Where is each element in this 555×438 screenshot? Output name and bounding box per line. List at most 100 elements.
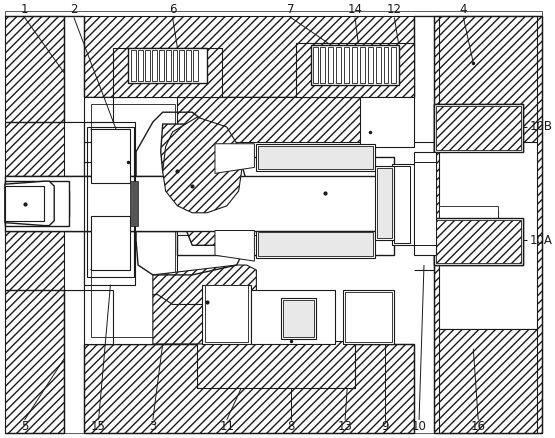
Bar xyxy=(352,47,357,83)
Bar xyxy=(186,50,191,81)
Text: 4: 4 xyxy=(460,3,467,16)
Bar xyxy=(5,186,44,221)
Text: 8: 8 xyxy=(287,420,295,433)
Bar xyxy=(434,104,523,152)
Bar xyxy=(159,50,164,81)
Polygon shape xyxy=(153,295,256,344)
Bar xyxy=(258,146,373,170)
Polygon shape xyxy=(153,265,256,309)
Bar xyxy=(128,48,207,83)
Bar xyxy=(283,300,314,337)
Polygon shape xyxy=(434,16,542,433)
Bar xyxy=(64,122,84,290)
Polygon shape xyxy=(84,344,414,433)
Bar xyxy=(5,176,434,230)
Text: 11: 11 xyxy=(219,420,234,433)
Bar xyxy=(5,181,69,226)
Bar xyxy=(336,47,341,83)
Bar xyxy=(439,122,537,329)
Bar xyxy=(376,47,381,83)
Bar xyxy=(138,50,143,81)
Bar xyxy=(392,164,434,245)
Polygon shape xyxy=(215,230,254,261)
Bar xyxy=(131,50,136,81)
Bar xyxy=(360,47,365,83)
Bar xyxy=(344,47,349,83)
Bar xyxy=(152,50,157,81)
Bar xyxy=(384,47,388,83)
Text: 9: 9 xyxy=(381,420,388,433)
Bar xyxy=(165,50,170,81)
Text: 12: 12 xyxy=(387,3,402,16)
Bar xyxy=(84,122,135,285)
Text: 2: 2 xyxy=(70,3,78,16)
Bar xyxy=(113,48,222,97)
Bar xyxy=(173,50,178,81)
Bar xyxy=(320,47,325,83)
Bar xyxy=(258,233,373,256)
Text: 7: 7 xyxy=(287,3,295,16)
Bar xyxy=(439,16,537,142)
Bar xyxy=(251,290,335,344)
Bar xyxy=(205,285,249,342)
Bar xyxy=(345,292,392,342)
Text: 1: 1 xyxy=(21,3,28,16)
Bar xyxy=(414,162,436,245)
Bar xyxy=(329,47,334,83)
Bar xyxy=(90,129,130,183)
Bar xyxy=(434,218,523,265)
Bar xyxy=(84,97,178,344)
Bar xyxy=(179,50,184,81)
Text: 3: 3 xyxy=(149,420,157,433)
Bar xyxy=(256,230,375,258)
Text: 13: 13 xyxy=(337,420,352,433)
Polygon shape xyxy=(5,211,84,433)
Text: 16: 16 xyxy=(471,420,486,433)
Bar xyxy=(395,166,410,244)
Bar xyxy=(312,47,317,83)
Bar xyxy=(113,97,400,142)
Text: 15: 15 xyxy=(91,420,106,433)
Bar xyxy=(439,329,537,433)
Bar xyxy=(178,176,395,236)
Bar xyxy=(377,168,392,238)
Bar xyxy=(145,50,150,81)
Bar xyxy=(90,104,174,337)
Bar xyxy=(256,144,375,171)
Text: 5: 5 xyxy=(21,420,28,433)
Bar xyxy=(311,45,400,85)
Polygon shape xyxy=(5,16,84,201)
Bar xyxy=(436,220,521,263)
Bar xyxy=(178,156,395,255)
Polygon shape xyxy=(163,117,241,213)
Bar xyxy=(439,206,498,245)
Bar xyxy=(414,152,436,255)
Bar xyxy=(296,43,414,97)
Bar xyxy=(113,97,400,142)
Text: 10: 10 xyxy=(412,420,426,433)
Bar xyxy=(439,211,498,240)
Bar xyxy=(360,97,414,147)
Bar xyxy=(368,47,373,83)
Text: 10B: 10B xyxy=(529,120,552,134)
Polygon shape xyxy=(5,181,54,226)
Bar xyxy=(197,341,355,389)
Bar xyxy=(343,290,395,344)
Bar xyxy=(296,43,414,97)
Bar xyxy=(90,216,130,270)
Bar xyxy=(418,166,432,244)
Text: 6: 6 xyxy=(169,3,176,16)
Bar xyxy=(281,297,316,339)
Bar xyxy=(197,341,355,389)
Bar xyxy=(113,48,222,97)
Bar xyxy=(375,166,395,240)
Bar xyxy=(391,47,396,83)
Bar xyxy=(202,285,251,344)
Text: 14: 14 xyxy=(347,3,362,16)
Bar xyxy=(5,191,69,216)
Text: 10A: 10A xyxy=(529,234,552,247)
Bar xyxy=(193,50,198,81)
Bar xyxy=(436,106,521,150)
Polygon shape xyxy=(161,124,229,245)
Bar xyxy=(87,127,134,277)
